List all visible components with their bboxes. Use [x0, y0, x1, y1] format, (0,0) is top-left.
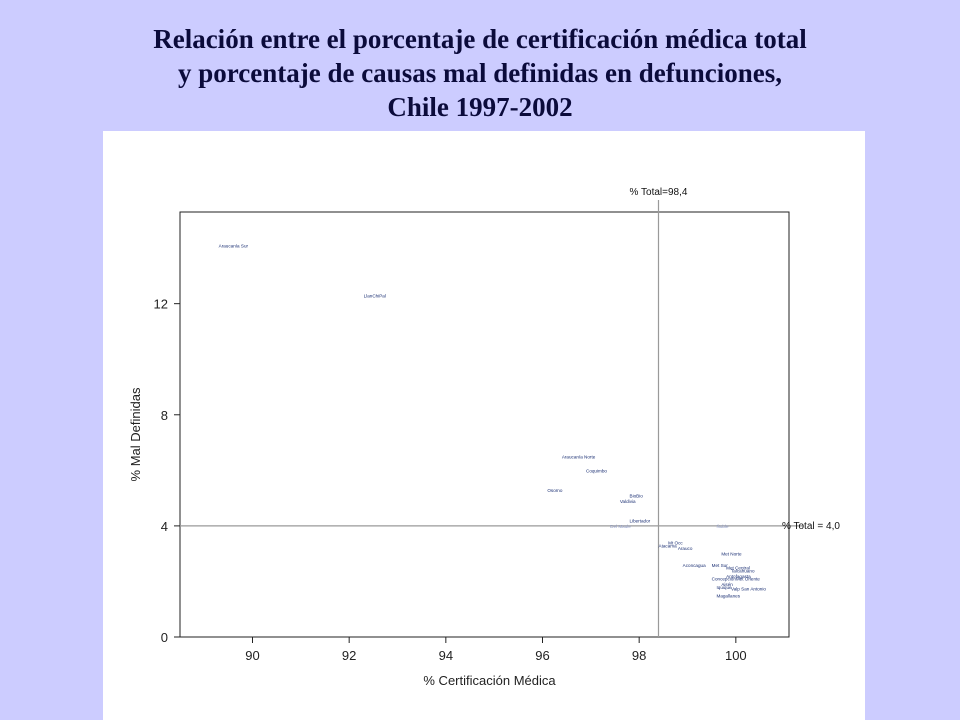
x-tick-label: 96 — [535, 648, 549, 663]
data-point-label: Met Norte — [721, 552, 742, 557]
data-point-label: Osorno — [547, 488, 563, 493]
data-point-label: Coquimbo — [586, 468, 607, 473]
y-tick-label: 4 — [161, 519, 168, 534]
data-point-label: Met Sur — [712, 563, 729, 568]
y-tick-label: 0 — [161, 630, 168, 645]
data-point-label: Del Maule — [610, 524, 631, 529]
reference-lines: % Total=98,4 % Total = 4,0 — [180, 187, 840, 637]
data-points: Araucanía Sur LlanChiPal Araucanía Norte Co… — [219, 243, 767, 598]
data-point-label: Met Central — [726, 566, 750, 571]
x-tick-label: 94 — [439, 648, 453, 663]
data-point-label: Arauco — [678, 546, 693, 551]
scatter-chart: % Total=98,4% Total = 4,0 90 92 94 96 98 100 … — [128, 187, 840, 688]
data-point-label: Ñuble — [717, 523, 729, 529]
data-point-label: Talcahuano — [731, 568, 755, 573]
data-point-label: LlanChiPal — [364, 293, 386, 298]
data-point-label: Valdivia — [620, 499, 636, 504]
data-point-label: Magallanes — [717, 593, 741, 598]
title-line-2: y porcentaje de causas mal definidas en … — [177, 58, 783, 88]
title-line-3: Chile 1997-2002 — [387, 92, 573, 122]
plot-panel: % Total=98,4% Total = 4,0 90 92 94 96 98 100 … — [103, 131, 865, 720]
x-tick-label: 100 — [725, 648, 747, 663]
x-axis-title: % Certificación Médica — [423, 673, 556, 688]
plot-frame — [179, 211, 790, 638]
data-point-label: Mt Occ — [668, 541, 683, 546]
y-tick-label: 12 — [154, 297, 168, 312]
x-axis: 90 92 94 96 98 100 — [245, 637, 747, 663]
data-point-label: Araucanía Sur — [219, 243, 249, 248]
x-tick-label: 92 — [342, 648, 356, 663]
data-point-label: Araucanía Norte — [562, 454, 596, 459]
data-point-label: Concepción — [712, 577, 737, 582]
y-axis-title: % Mal Definidas — [128, 387, 143, 481]
data-point-label: Libertador — [630, 518, 651, 523]
data-point-label: Aisén — [721, 582, 733, 587]
vertical-reference-label: % Total=98,4 — [630, 187, 688, 198]
data-point-label: BioBio — [630, 493, 644, 498]
x-tick-label: 90 — [245, 648, 259, 663]
data-point-label: Valp San Antonio — [731, 586, 766, 591]
horizontal-reference-label: % Total = 4,0 — [782, 521, 840, 532]
chart-title: Relación entre el porcentaje de certific… — [0, 22, 960, 124]
y-axis: 0 4 8 12 — [154, 297, 180, 645]
data-point-label: Atacama — [659, 543, 678, 548]
data-point-label: Met Oriente — [736, 577, 760, 582]
data-point-label: Iquique — [717, 585, 733, 590]
data-point-label: Aconcagua — [683, 563, 706, 568]
y-tick-label: 8 — [161, 408, 168, 423]
data-point-label: Antofagasta — [726, 574, 751, 579]
x-tick-label: 98 — [632, 648, 646, 663]
title-line-1: Relación entre el porcentaje de certific… — [153, 24, 807, 54]
